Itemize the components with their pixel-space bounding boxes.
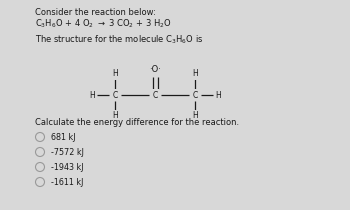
Text: C: C [152,91,158,100]
Text: Calculate the energy difference for the reaction.: Calculate the energy difference for the … [35,118,239,127]
Text: H: H [192,70,198,79]
Text: -7572 kJ: -7572 kJ [51,148,84,157]
Text: H: H [215,91,221,100]
Text: H: H [89,91,95,100]
Text: The structure for the molecule C$_3$H$_6$O is: The structure for the molecule C$_3$H$_6… [35,33,203,46]
Text: H: H [192,112,198,121]
Text: 681 kJ: 681 kJ [51,133,76,142]
Text: -1611 kJ: -1611 kJ [51,178,83,187]
Text: C$_3$H$_6$O + 4 O$_2$ $\rightarrow$ 3 CO$_2$ + 3 H$_2$O: C$_3$H$_6$O + 4 O$_2$ $\rightarrow$ 3 CO… [35,18,172,30]
Text: C: C [193,91,198,100]
Text: ·O·: ·O· [149,64,161,74]
Text: H: H [112,70,118,79]
Text: C: C [112,91,118,100]
Text: H: H [112,112,118,121]
Text: -1943 kJ: -1943 kJ [51,163,84,172]
Text: Consider the reaction below:: Consider the reaction below: [35,8,156,17]
